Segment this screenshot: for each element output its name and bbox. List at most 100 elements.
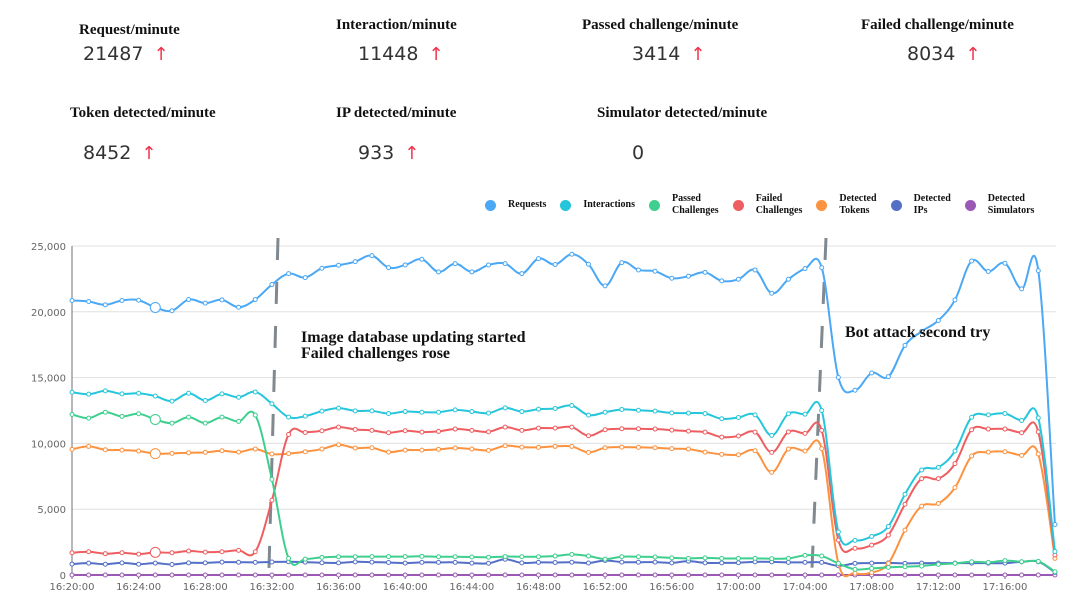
data-point-detected-simulators bbox=[685, 572, 691, 578]
data-point-interactions bbox=[152, 393, 158, 399]
data-point-failed-challenges bbox=[819, 427, 825, 433]
data-point-interactions bbox=[386, 411, 392, 417]
legend-item-interactions[interactable]: Interactions bbox=[560, 199, 635, 211]
arrow-up-icon: ↑ bbox=[153, 44, 169, 65]
data-point-failed-challenges bbox=[69, 550, 75, 556]
legend-label: Detected IPs bbox=[913, 193, 951, 216]
data-point-detected-tokens bbox=[86, 443, 92, 449]
data-point-detected-simulators bbox=[535, 572, 541, 578]
data-point-detected-simulators bbox=[152, 572, 158, 578]
legend-item-detected-tokens[interactable]: Detected Tokens bbox=[816, 193, 877, 217]
data-point-detected-simulators bbox=[186, 572, 192, 578]
data-point-detected-ips bbox=[252, 559, 258, 565]
arrow-up-icon: ↑ bbox=[404, 143, 420, 164]
data-point-detected-tokens bbox=[569, 443, 575, 449]
data-point-requests bbox=[219, 297, 225, 303]
data-point-requests bbox=[352, 259, 358, 265]
data-point-interactions bbox=[369, 408, 375, 414]
data-point-requests bbox=[885, 374, 891, 380]
data-point-passed-challenges bbox=[585, 553, 591, 559]
data-point-passed-challenges bbox=[802, 552, 808, 558]
data-point-detected-ips bbox=[669, 560, 675, 566]
data-point-requests bbox=[669, 275, 675, 281]
data-point-failed-challenges bbox=[635, 426, 641, 432]
data-point-failed-challenges bbox=[935, 476, 941, 482]
data-point-interactions bbox=[502, 405, 508, 411]
series-line-requests bbox=[71, 253, 1056, 525]
data-point-failed-challenges bbox=[735, 433, 741, 439]
data-point-detected-ips bbox=[619, 559, 625, 565]
data-point-requests bbox=[969, 258, 975, 264]
data-point-failed-challenges bbox=[919, 476, 925, 482]
data-point-requests bbox=[552, 262, 558, 268]
data-point-interactions bbox=[319, 408, 325, 414]
data-point-detected-tokens bbox=[952, 485, 958, 491]
data-point-detected-ips bbox=[119, 560, 125, 566]
data-point-requests bbox=[535, 256, 541, 262]
data-point-detected-simulators bbox=[486, 572, 491, 578]
data-point-detected-simulators bbox=[952, 572, 958, 578]
data-point-requests bbox=[419, 256, 425, 262]
data-point-detected-simulators bbox=[702, 572, 708, 578]
legend-item-detected-simulators[interactable]: Detected Simulators bbox=[964, 193, 1034, 217]
data-point-detected-simulators bbox=[902, 572, 908, 578]
data-point-interactions bbox=[419, 409, 425, 415]
data-point-detected-ips bbox=[585, 560, 591, 566]
data-point-detected-tokens bbox=[1019, 452, 1025, 458]
data-point-detected-simulators bbox=[552, 572, 558, 578]
data-point-interactions bbox=[985, 412, 991, 418]
data-point-detected-tokens bbox=[552, 443, 558, 449]
data-point-detected-tokens bbox=[386, 449, 392, 455]
data-point-failed-challenges bbox=[452, 426, 458, 432]
data-point-interactions bbox=[535, 406, 541, 412]
data-point-interactions bbox=[769, 432, 775, 438]
data-point-passed-challenges bbox=[169, 420, 175, 426]
x-tick-label: 16:24:00 bbox=[116, 582, 161, 593]
data-point-requests bbox=[269, 282, 275, 288]
data-point-interactions bbox=[702, 411, 708, 417]
annotation-image-db-update: Image database updating started Failed c… bbox=[301, 329, 526, 362]
data-point-interactions bbox=[469, 409, 475, 415]
data-point-detected-tokens bbox=[452, 445, 458, 451]
data-point-detected-tokens bbox=[286, 451, 292, 457]
legend-item-requests[interactable]: Requests bbox=[485, 199, 546, 211]
data-point-passed-challenges bbox=[735, 555, 741, 561]
data-point-passed-challenges bbox=[69, 411, 75, 417]
data-point-detected-ips bbox=[336, 560, 342, 566]
data-point-failed-challenges bbox=[602, 427, 608, 433]
data-point-requests bbox=[919, 328, 925, 334]
data-point-requests bbox=[752, 267, 758, 273]
data-point-passed-challenges bbox=[302, 556, 308, 562]
data-point-detected-tokens bbox=[602, 445, 608, 451]
data-point-detected-simulators bbox=[1002, 572, 1008, 578]
data-point-passed-challenges bbox=[252, 412, 258, 418]
legend-item-detected-ips[interactable]: Detected IPs bbox=[890, 193, 951, 217]
data-point-requests bbox=[369, 253, 375, 259]
data-point-interactions bbox=[835, 529, 841, 535]
data-point-requests bbox=[685, 273, 691, 279]
y-tick-label: 5,000 bbox=[37, 505, 66, 516]
kpi-title-simulators: Simulator detected/minute bbox=[597, 105, 768, 121]
data-point-failed-challenges bbox=[149, 546, 161, 558]
data-point-requests bbox=[1002, 260, 1008, 266]
data-point-detected-tokens bbox=[819, 446, 825, 452]
legend-item-failed-challenges[interactable]: Failed Challenges bbox=[732, 193, 802, 217]
data-point-detected-tokens bbox=[469, 446, 475, 452]
data-point-detected-ips bbox=[452, 559, 458, 565]
data-point-detected-simulators bbox=[386, 572, 392, 578]
data-point-requests bbox=[985, 269, 991, 275]
data-point-failed-challenges bbox=[169, 550, 175, 556]
data-point-detected-tokens bbox=[1002, 449, 1008, 455]
data-point-detected-ips bbox=[702, 560, 708, 566]
data-point-requests bbox=[1035, 268, 1041, 274]
data-point-detected-simulators bbox=[935, 572, 941, 578]
x-tick-label: 16:40:00 bbox=[383, 582, 428, 593]
data-point-requests bbox=[952, 297, 958, 303]
data-point-requests bbox=[452, 261, 458, 267]
legend-item-passed-challenges[interactable]: Passed Challenges bbox=[649, 193, 719, 217]
data-point-detected-simulators bbox=[286, 572, 292, 578]
data-point-detected-tokens bbox=[735, 452, 741, 458]
data-point-detected-simulators bbox=[1019, 572, 1025, 578]
data-point-passed-challenges bbox=[652, 554, 658, 560]
data-point-interactions bbox=[336, 405, 342, 411]
